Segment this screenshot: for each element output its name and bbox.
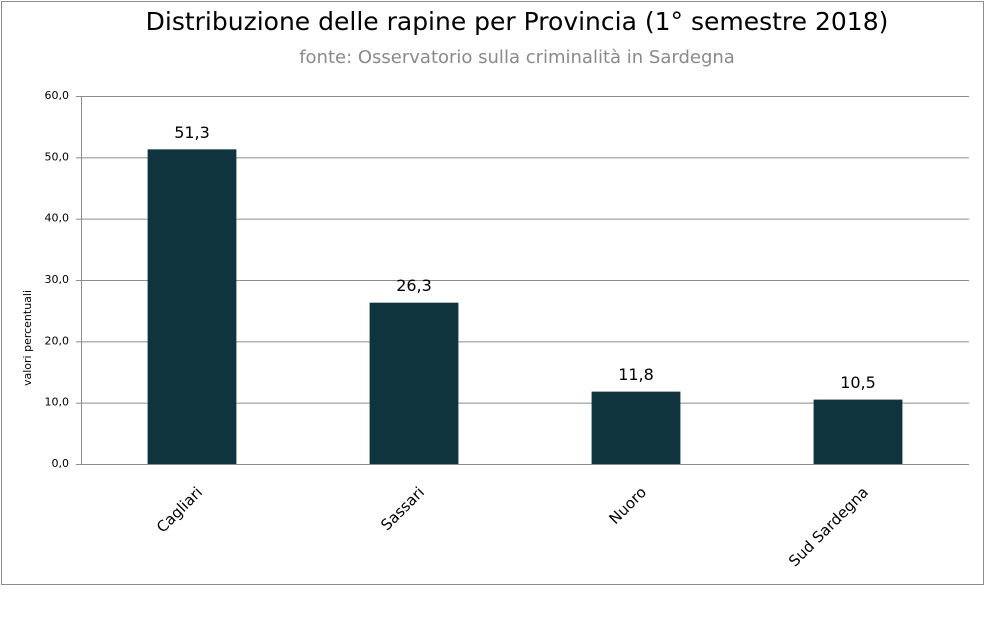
value-label: 10,5 <box>840 373 876 392</box>
y-tick-label: 60,0 <box>45 89 70 102</box>
bar <box>591 391 681 464</box>
bar <box>813 399 903 464</box>
y-tick-label: 10,0 <box>45 396 70 409</box>
value-label: 11,8 <box>618 365 654 384</box>
chart-subtitle: fonte: Osservatorio sulla criminalità in… <box>299 47 735 68</box>
y-tick-label: 0,0 <box>52 457 70 470</box>
y-axis-label: valori percentuali <box>21 290 34 386</box>
value-label: 51,3 <box>174 123 210 142</box>
bar <box>369 302 459 464</box>
chart-title: Distribuzione delle rapine per Provincia… <box>146 7 889 36</box>
y-tick-label: 40,0 <box>45 212 70 225</box>
value-label: 26,3 <box>396 276 432 295</box>
y-tick-label: 30,0 <box>45 273 70 286</box>
y-tick-label: 50,0 <box>45 150 70 163</box>
bar <box>147 149 237 465</box>
y-tick-label: 20,0 <box>45 334 70 347</box>
